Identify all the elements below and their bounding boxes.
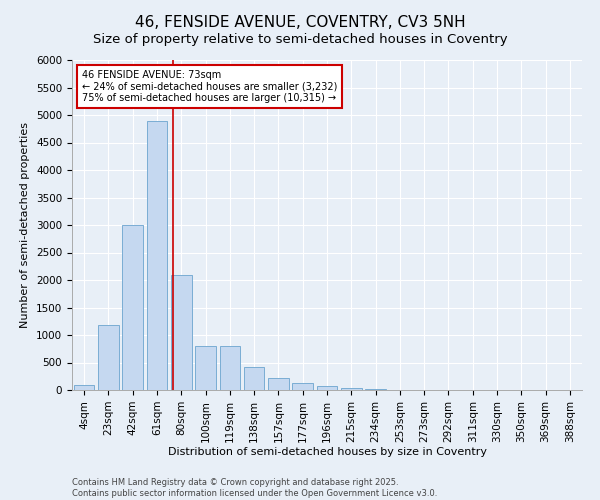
Bar <box>244 367 265 390</box>
Bar <box>195 346 216 390</box>
Bar <box>122 225 143 390</box>
Bar <box>341 388 362 390</box>
Text: Contains HM Land Registry data © Crown copyright and database right 2025.
Contai: Contains HM Land Registry data © Crown c… <box>72 478 437 498</box>
Text: Size of property relative to semi-detached houses in Coventry: Size of property relative to semi-detach… <box>92 32 508 46</box>
Text: 46 FENSIDE AVENUE: 73sqm
← 24% of semi-detached houses are smaller (3,232)
75% o: 46 FENSIDE AVENUE: 73sqm ← 24% of semi-d… <box>82 70 338 103</box>
Bar <box>146 120 167 390</box>
Bar <box>292 383 313 390</box>
Bar <box>317 386 337 390</box>
Bar <box>98 325 119 390</box>
Bar <box>74 385 94 390</box>
Bar <box>171 274 191 390</box>
Y-axis label: Number of semi-detached properties: Number of semi-detached properties <box>20 122 31 328</box>
X-axis label: Distribution of semi-detached houses by size in Coventry: Distribution of semi-detached houses by … <box>167 448 487 458</box>
Bar <box>268 378 289 390</box>
Text: 46, FENSIDE AVENUE, COVENTRY, CV3 5NH: 46, FENSIDE AVENUE, COVENTRY, CV3 5NH <box>134 15 466 30</box>
Bar <box>220 346 240 390</box>
